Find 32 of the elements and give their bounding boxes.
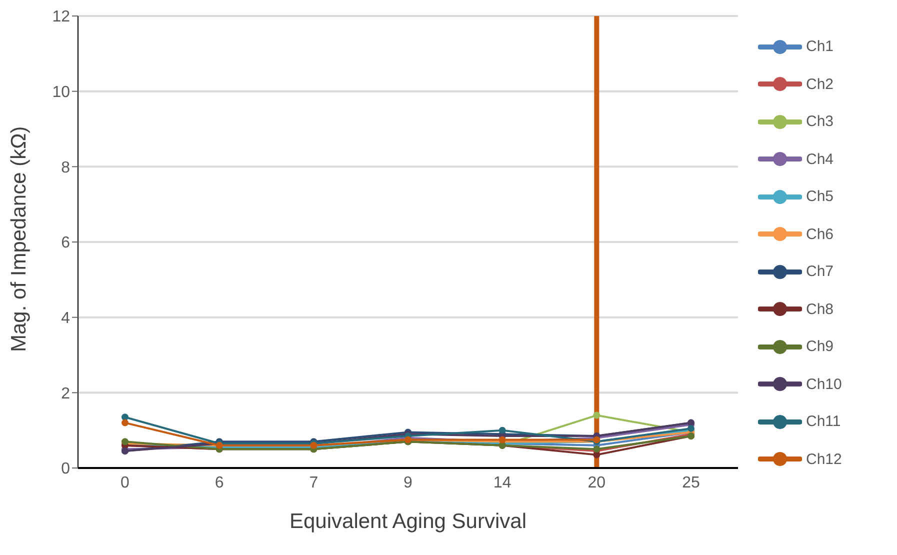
x-tick-label: 20	[588, 474, 606, 492]
legend-label: Ch2	[806, 76, 834, 93]
legend-label: Ch9	[806, 338, 834, 356]
y-tick-label: 4	[61, 310, 70, 328]
legend-label: Ch8	[806, 300, 834, 318]
legend-label: Ch5	[806, 188, 834, 206]
legend-label: Ch6	[806, 226, 834, 243]
y-axis-title: Mag. of Impedance (kΩ)	[7, 126, 30, 352]
x-tick-label: 14	[493, 474, 512, 492]
point	[122, 414, 128, 421]
y-tick-label: 12	[52, 8, 70, 26]
x-tick-label: 25	[682, 474, 700, 492]
x-tick-label: 0	[120, 474, 130, 492]
legend-label: Ch7	[806, 263, 834, 280]
legend-label: Ch4	[806, 150, 834, 168]
legend-label: Ch3	[806, 113, 834, 130]
x-tick-label: 6	[214, 474, 224, 492]
point	[593, 412, 600, 419]
legend-label: Ch1	[806, 38, 834, 56]
x-tick-label: 7	[309, 474, 318, 492]
point	[498, 426, 506, 434]
y-tick-label: 10	[52, 84, 70, 102]
y-tick-label: 6	[61, 234, 70, 252]
legend-label: Ch12	[806, 450, 842, 468]
legend-label: Ch11	[806, 413, 841, 430]
y-tick-label: 0	[61, 460, 70, 478]
point	[122, 419, 128, 426]
x-axis-title: Equivalent Aging Survival	[290, 510, 526, 533]
x-tick-label: 9	[404, 474, 413, 492]
legend-label: Ch10	[806, 376, 842, 393]
y-tick-label: 2	[61, 385, 70, 402]
y-tick-label: 8	[61, 159, 70, 176]
